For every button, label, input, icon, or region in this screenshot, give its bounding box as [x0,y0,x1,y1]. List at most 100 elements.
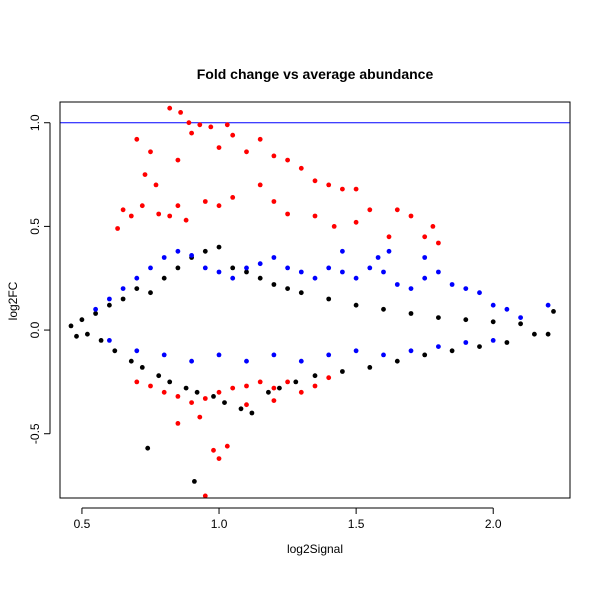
data-point-black [192,479,197,484]
data-point-red [230,195,236,200]
data-point-black [145,445,151,451]
data-point-red [271,385,277,391]
data-point-red [353,186,359,192]
data-point-blue [230,275,236,281]
data-point-red [175,394,181,399]
data-point-black [518,321,523,327]
data-point-red [156,211,162,217]
data-point-red [312,213,318,219]
data-point-red [386,234,392,240]
data-point-red [148,149,153,155]
data-point-black [293,379,299,385]
data-point-blue [394,282,400,287]
data-point-blue [353,275,359,281]
data-point-black [148,290,153,296]
y-tick-label: 0.5 [28,218,42,235]
data-point-black [156,373,162,379]
data-point-black [463,317,469,323]
data-point-black [408,311,414,316]
data-point-blue [257,261,263,267]
data-point-blue [107,338,112,343]
data-point-black [202,248,208,254]
data-point-black [93,311,98,316]
y-tick-label: 1.0 [28,114,42,131]
data-point-red [312,178,318,184]
data-point-black [183,385,189,391]
data-point-blue [134,348,140,354]
data-point-red [167,105,173,111]
data-point-red [224,122,230,128]
y-axis: -0.5 0.0 0.5 1.0 [28,114,51,444]
data-point-blue [381,352,386,358]
data-point-blue [271,255,277,260]
data-point-red [134,136,140,142]
data-point-blue [175,248,181,254]
data-point-red [189,130,195,136]
data-point-black [167,379,173,385]
data-point-red [148,383,153,389]
data-point-red [197,414,203,420]
data-point-blue [381,269,386,275]
data-point-red [139,203,145,209]
data-point-black [551,309,556,314]
data-point-black [244,269,249,275]
data-point-black [139,365,145,370]
data-point-red [340,186,345,192]
y-tick-label: -0.5 [28,423,42,444]
data-point-black [85,331,90,337]
data-point-red [189,400,195,405]
data-point-black [436,315,441,320]
data-point-red [175,203,181,209]
data-point-red [257,136,263,142]
data-point-black [271,282,277,287]
data-point-red [285,211,290,217]
data-point-black [79,317,85,323]
data-point-black [120,296,126,302]
data-point-red [353,219,359,225]
data-point-red [211,447,216,453]
data-point-red [257,379,263,385]
data-point-black [277,385,282,391]
chart-title: Fold change vs average abundance [197,66,434,82]
data-point-red [202,493,208,499]
data-point-blue [353,348,359,354]
data-point-red [128,213,134,219]
data-point-blue [285,265,290,271]
data-point-red [216,389,222,395]
data-point-black [504,340,510,345]
data-point-red [271,199,277,204]
data-point-black [545,331,551,337]
x-tick-label: 1.5 [348,517,365,531]
data-point-red [197,122,203,128]
data-point-blue [367,265,373,271]
data-point-blue [545,302,551,308]
data-point-blue [518,315,523,320]
data-point-blue [340,248,345,254]
data-point-red [208,124,214,130]
data-point-black [394,358,400,364]
data-point-black [194,389,200,395]
data-point-red [408,213,414,219]
data-point-black [211,394,216,399]
data-point-black [340,369,345,374]
data-point-red [430,224,436,229]
data-point-blue [216,269,222,275]
data-point-black [112,348,118,354]
data-point-black [266,389,271,395]
data-point-blue [189,358,195,364]
x-tick-label: 1.0 [211,517,228,531]
data-point-red [422,234,428,240]
data-point-blue [298,269,304,275]
data-point-black [98,338,104,343]
x-tick-label: 0.5 [74,517,91,531]
data-point-blue [449,282,455,287]
data-point-red [120,207,126,213]
data-point-red [271,398,277,403]
data-point-black [285,286,290,291]
data-point-blue [244,358,249,364]
data-point-black [161,275,167,281]
y-tick-label: 0.0 [28,321,42,338]
data-point-blue [436,344,441,349]
data-point-blue [490,302,496,308]
data-point-blue [107,296,112,302]
